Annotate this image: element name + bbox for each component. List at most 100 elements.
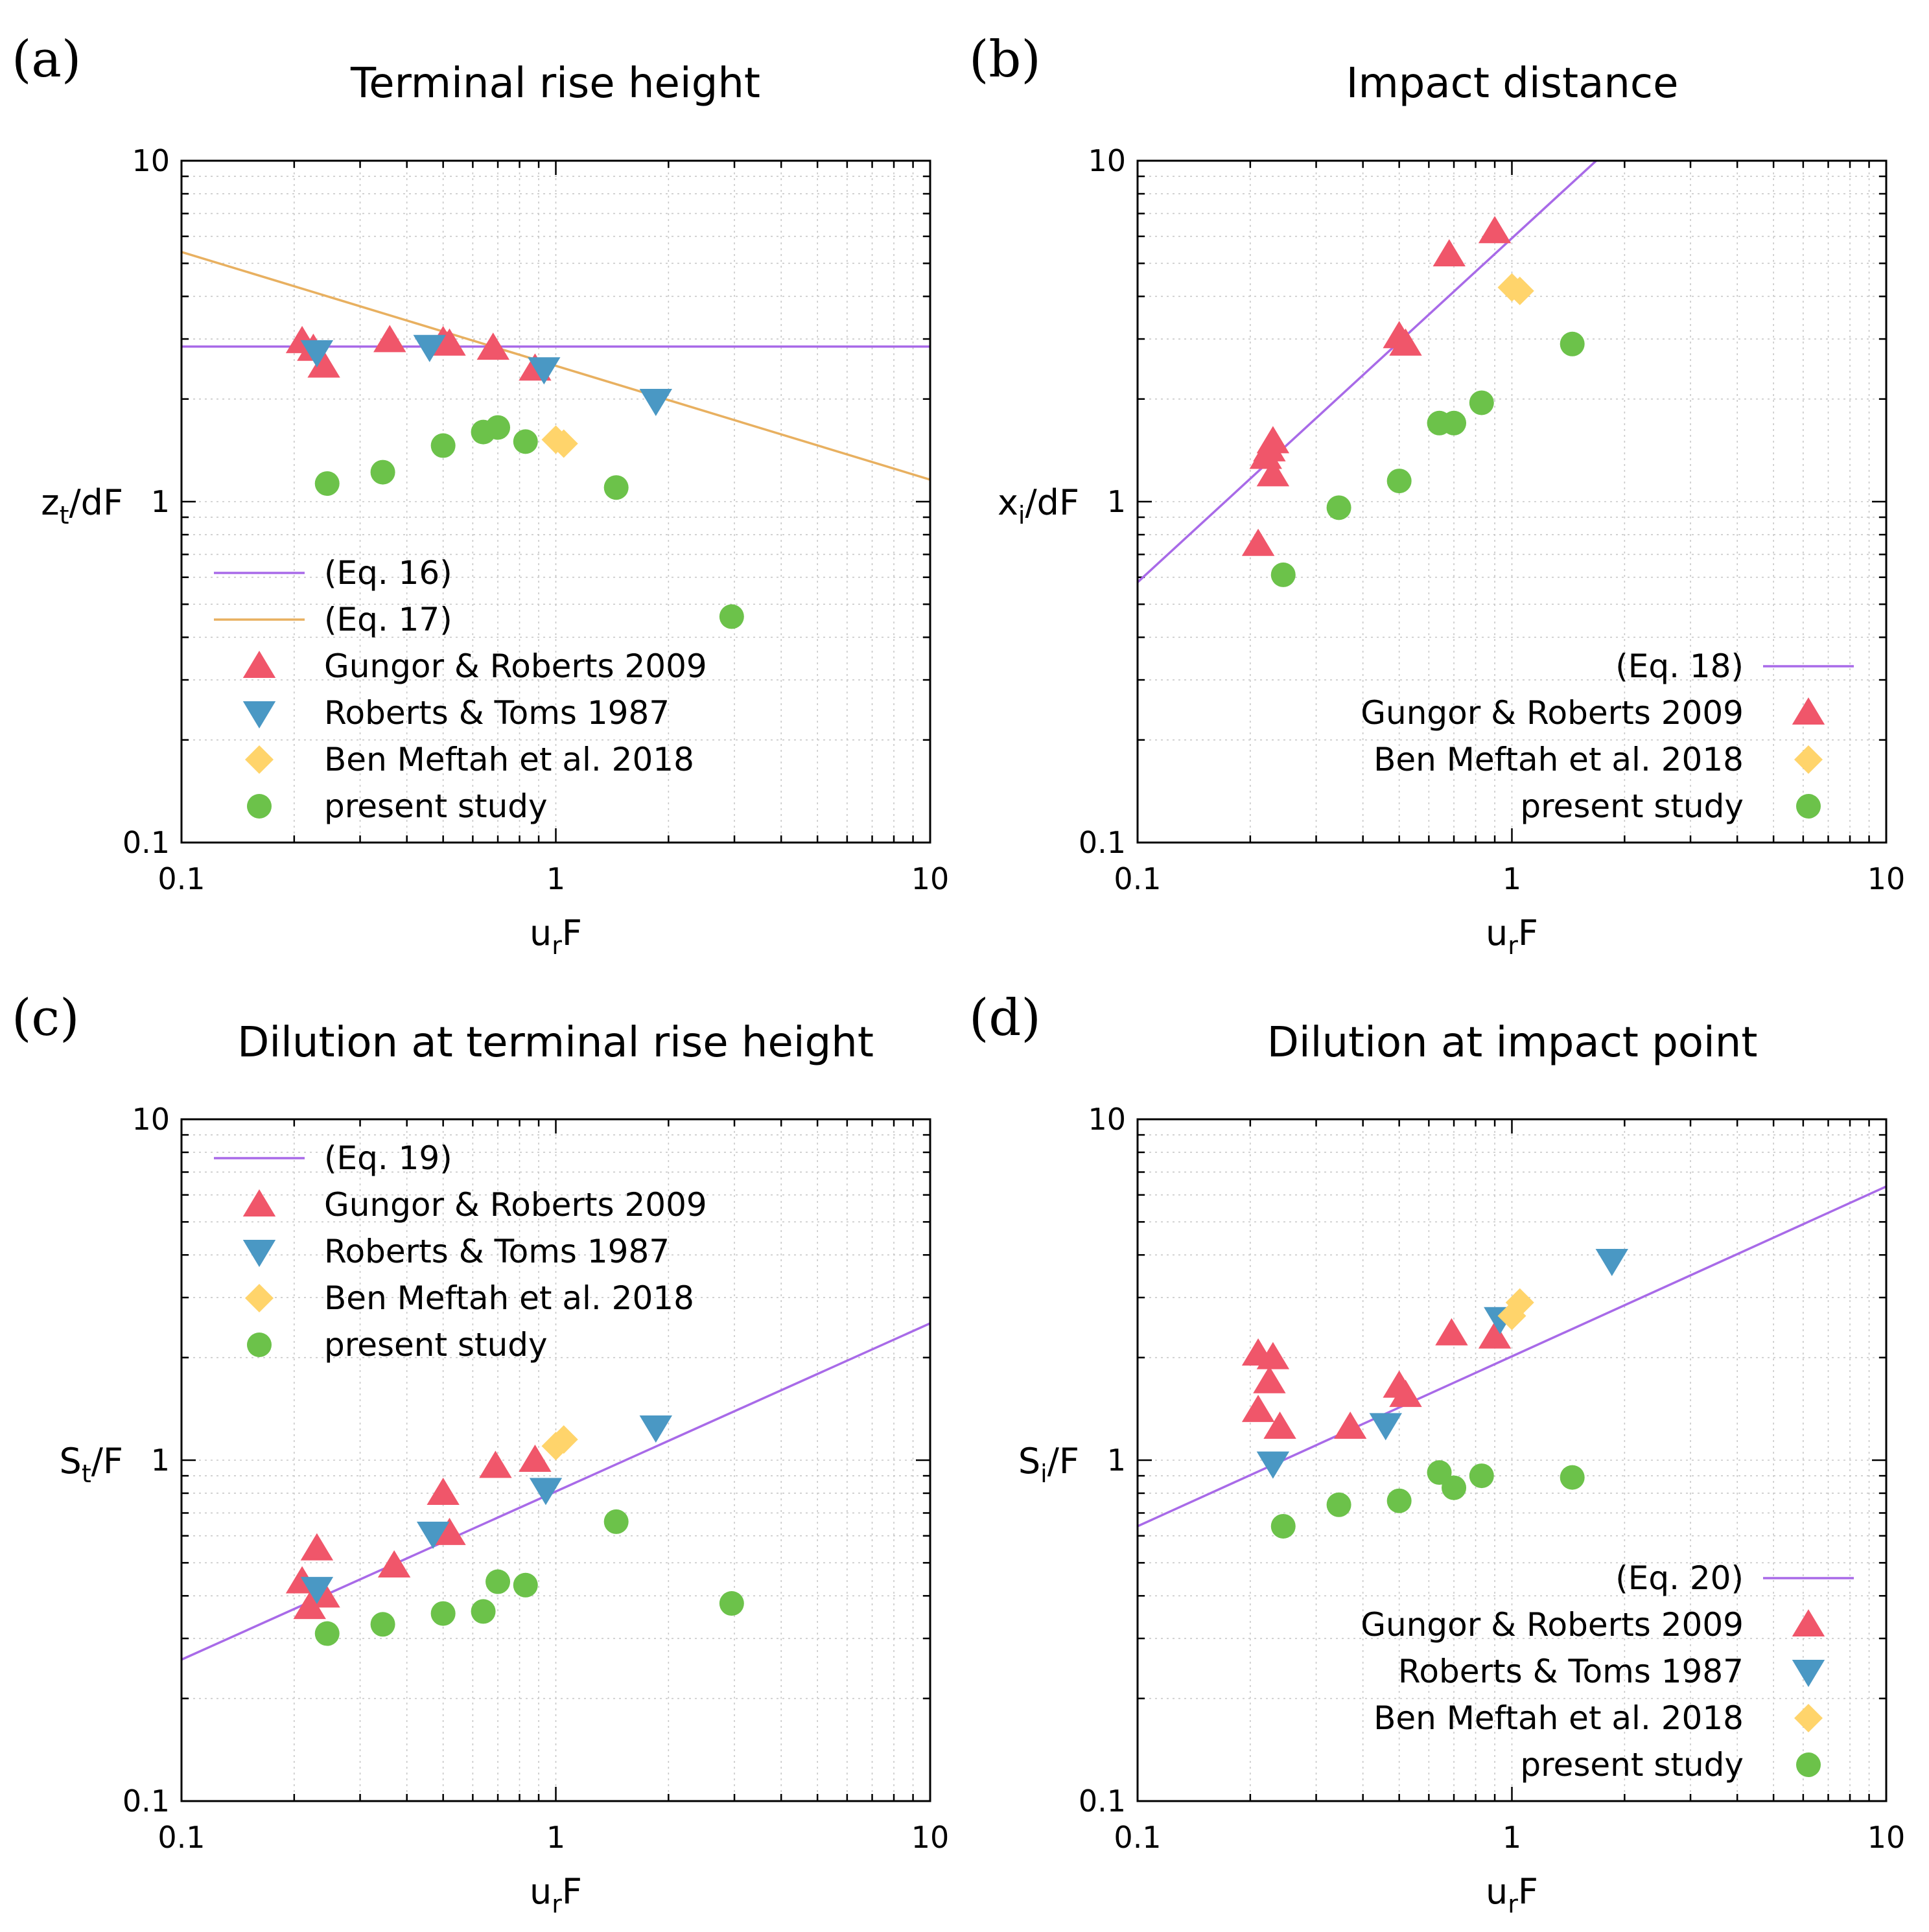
data-point	[1326, 1492, 1351, 1517]
data-point	[603, 475, 629, 500]
data-point	[314, 471, 340, 496]
x-tick-label: 10	[911, 861, 950, 896]
legend-label: Gungor & Roberts 2009	[324, 647, 707, 685]
y-tick-label: 0.1	[1079, 825, 1126, 860]
panel-label: (d)	[969, 989, 1041, 1047]
legend: (Eq. 16) (Eq. 17) Gungor & Roberts 2009 Rob…	[214, 554, 707, 825]
legend-marker-swatch	[1792, 1609, 1825, 1636]
chart-title: Impact distance	[1346, 60, 1679, 108]
legend-item-eq-19: (Eq. 19)	[214, 1139, 452, 1177]
data-point	[1253, 1366, 1286, 1393]
y-tick-label: 0.1	[123, 1784, 170, 1819]
data-point	[1333, 1412, 1367, 1439]
data-point	[1326, 495, 1351, 520]
data-point	[719, 1591, 744, 1616]
legend-label: (Eq. 20)	[1615, 1559, 1744, 1597]
data-point	[1241, 528, 1275, 556]
y-axis-label: xi/dF	[998, 482, 1079, 530]
x-axis-label: urF	[1486, 913, 1538, 960]
y-tick-label: 10	[132, 143, 170, 178]
legend-marker-swatch	[245, 745, 274, 774]
legend-marker-swatch	[1794, 1704, 1823, 1732]
data-point	[639, 388, 672, 416]
legend-item-ben-meftah-et-al-2018: Ben Meftah et al. 2018	[1374, 1699, 1823, 1737]
legend-marker-swatch	[242, 1189, 276, 1216]
data-point	[300, 1577, 334, 1605]
data-point	[549, 1425, 578, 1454]
legend-label: Ben Meftah et al. 2018	[324, 1279, 694, 1317]
legend-item-eq-18: (Eq. 18)	[1615, 647, 1854, 685]
data-point	[427, 1477, 460, 1505]
y-axis-label: zt/dF	[41, 482, 123, 530]
data-point	[549, 429, 578, 458]
tick-marks	[180, 159, 931, 844]
data-point	[1469, 390, 1494, 415]
plot-frame	[180, 1118, 931, 1802]
data-point	[370, 460, 395, 485]
legend: (Eq. 18) Gungor & Roberts 2009 Ben Meftah …	[1361, 647, 1854, 825]
grid	[181, 161, 930, 843]
legend-item-eq-20: (Eq. 20)	[1615, 1559, 1854, 1597]
legend-marker-swatch	[1796, 1752, 1821, 1777]
model-line-eq-19	[181, 1322, 930, 1661]
data-point	[1256, 426, 1290, 454]
legend-marker-swatch	[242, 701, 276, 728]
x-tick-label: 10	[911, 1820, 950, 1855]
legend-label: (Eq. 17)	[324, 601, 452, 638]
panel-label: (b)	[969, 30, 1041, 89]
series-ben-meftah-et-al-2018	[1497, 273, 1534, 305]
x-tick-label: 1	[546, 861, 565, 896]
x-axis-label: urF	[530, 1871, 582, 1918]
data-point	[433, 1517, 466, 1545]
legend-item-ben-meftah-et-al-2018: Ben Meftah et al. 2018	[1374, 741, 1823, 778]
x-axis-label: urF	[530, 913, 582, 960]
data-point	[485, 415, 511, 440]
series-gungor-roberts-2009	[1241, 1318, 1512, 1439]
data-point	[1270, 562, 1296, 587]
data-point	[300, 1533, 334, 1561]
data-point	[373, 325, 406, 353]
legend: (Eq. 19) Gungor & Roberts 2009 Roberts & T…	[214, 1139, 707, 1364]
data-point	[300, 340, 334, 367]
legend-marker-swatch	[1792, 697, 1825, 725]
legend-marker-swatch	[245, 1284, 274, 1312]
y-axis-label: St/F	[60, 1441, 123, 1488]
model-line-eq-20	[1138, 1185, 1886, 1528]
series-ben-meftah-et-al-2018	[541, 425, 578, 458]
data-point	[519, 1445, 552, 1472]
data-point	[513, 429, 538, 454]
x-tick-label: 0.1	[158, 861, 205, 896]
legend-marker-swatch	[242, 651, 276, 678]
data-point	[1560, 331, 1585, 356]
data-point	[1442, 1475, 1467, 1500]
data-point	[639, 1415, 672, 1443]
y-tick-label: 1	[1107, 484, 1126, 519]
data-point	[370, 1612, 395, 1637]
data-point	[485, 1569, 511, 1594]
legend-marker-swatch	[1792, 1660, 1825, 1687]
y-tick-label: 1	[1107, 1443, 1126, 1478]
series-roberts-toms-1987	[1256, 1249, 1628, 1479]
data-point	[413, 334, 446, 362]
x-tick-label: 1	[1502, 861, 1521, 896]
legend-label: Roberts & Toms 1987	[324, 694, 670, 732]
data-point	[1478, 216, 1512, 244]
legend-label: Ben Meftah et al. 2018	[1374, 741, 1744, 778]
legend-item-eq-17: (Eq. 17)	[214, 601, 452, 638]
data-point	[1595, 1249, 1628, 1277]
legend-label: Roberts & Toms 1987	[324, 1233, 670, 1270]
y-tick-label: 10	[132, 1102, 170, 1137]
model-lines	[1138, 1185, 1886, 1528]
data-point	[719, 604, 744, 629]
legend-label: present study	[1520, 1746, 1744, 1784]
data-point	[1505, 276, 1534, 305]
data-point	[1386, 1488, 1412, 1513]
legend-label: (Eq. 18)	[1615, 647, 1744, 685]
panel-c: (c) Dilution at terminal rise height 0.1 1 1…	[12, 989, 949, 1918]
chart-title: Dilution at terminal rise height	[237, 1019, 874, 1067]
panel-b: (b) Impact distance 0.1 1 10 0.1 1 10 urF xi/dF (E…	[969, 30, 1905, 960]
series-present-study	[314, 415, 744, 629]
y-tick-label: 0.1	[123, 825, 170, 860]
data-point	[471, 1599, 496, 1624]
